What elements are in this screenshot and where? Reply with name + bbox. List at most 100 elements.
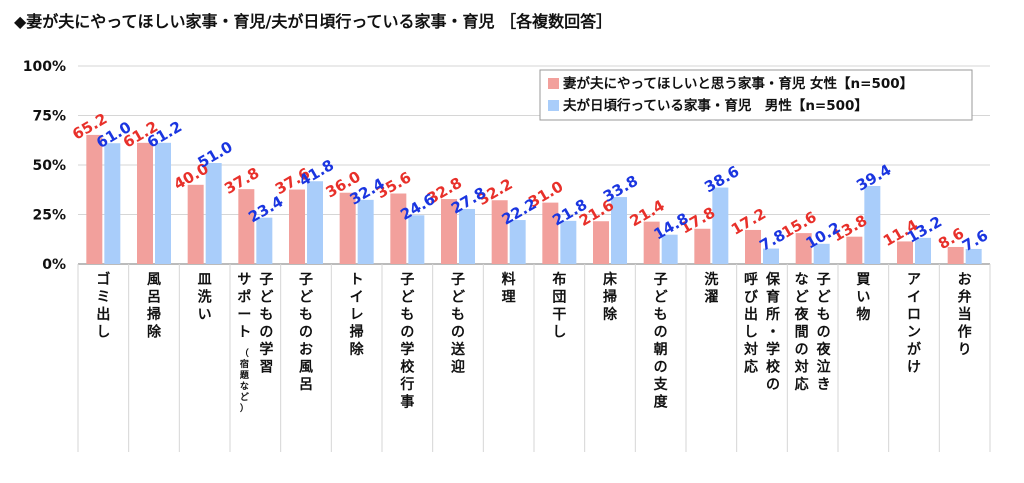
category-label: 学 xyxy=(400,341,414,358)
category-label: 呂 xyxy=(147,290,161,306)
category-label: 子 xyxy=(400,272,414,288)
bar-wife-wish xyxy=(339,192,356,264)
category-label: ア xyxy=(907,272,921,288)
bar-wife-wish xyxy=(643,221,660,264)
category-note: 題 xyxy=(240,370,250,381)
category-label: び xyxy=(744,290,759,306)
category-label: の xyxy=(299,325,313,341)
bar-wife-wish xyxy=(137,142,153,264)
category-label: 学 xyxy=(259,341,273,358)
category-label: 掃 xyxy=(350,324,364,341)
bar-husband-does xyxy=(965,248,982,264)
category-label: 除 xyxy=(603,306,618,323)
bar-wife-wish xyxy=(542,202,559,264)
bar-husband-does xyxy=(813,243,830,264)
category-note: ど xyxy=(240,391,249,403)
category-note: ） xyxy=(240,403,249,414)
category-label: 床 xyxy=(603,271,618,288)
category-label: ト xyxy=(350,272,364,288)
category-label: い xyxy=(856,290,870,306)
category-note: 宿 xyxy=(240,358,249,370)
category-label: ど xyxy=(259,290,273,306)
category-label: ど xyxy=(299,290,313,306)
category-label: も xyxy=(299,307,313,323)
category-label: 作 xyxy=(958,324,972,341)
legend-entry: 妻が夫にやってほしいと思う家事・育児 女性【n=500】 xyxy=(563,75,913,92)
y-tick-label: 100% xyxy=(23,59,66,75)
category-label: 事 xyxy=(400,394,414,411)
category-label: 買 xyxy=(856,272,871,288)
y-tick-label: 50% xyxy=(32,158,66,174)
category-label: ・ xyxy=(766,325,780,341)
category-label: 布 xyxy=(552,271,566,288)
category-label: も xyxy=(451,307,465,323)
category-label: レ xyxy=(350,307,364,323)
category-label: 洗 xyxy=(198,289,212,306)
bar-husband-does xyxy=(712,187,729,264)
category-label: の xyxy=(400,325,414,341)
bar-wife-wish xyxy=(491,200,508,264)
bar-husband-does xyxy=(357,199,374,264)
category-label: ト xyxy=(237,325,251,341)
bar-husband-does xyxy=(915,237,931,264)
bar-wife-wish xyxy=(289,189,305,264)
bar-wife-wish xyxy=(694,228,711,264)
category-label: ロ xyxy=(907,307,921,323)
y-tick-label: 75% xyxy=(32,109,66,125)
bar-husband-does xyxy=(104,143,121,264)
category-label: き xyxy=(817,377,831,393)
category-label: 応 xyxy=(795,376,809,393)
bar-wife-wish xyxy=(795,233,812,264)
category-label: の xyxy=(654,360,668,376)
category-label: の xyxy=(817,325,831,341)
bar-husband-does xyxy=(307,181,323,264)
category-note: （ xyxy=(240,348,249,359)
category-label: イ xyxy=(350,290,364,306)
legend-swatch xyxy=(548,78,559,89)
y-tick-label: 25% xyxy=(32,208,66,224)
category-label: ど xyxy=(400,290,414,306)
category-label: 夜 xyxy=(816,341,832,358)
category-label: も xyxy=(259,307,273,323)
category-label: 子 xyxy=(451,272,465,288)
bar-wife-wish xyxy=(86,134,103,264)
bar-husband-does xyxy=(256,217,273,264)
chart-title: ◆妻が夫にやってほしい家事・育児/夫が日頃行っている家事・育児 ［各複数回答］ xyxy=(14,12,613,31)
category-label: ど xyxy=(795,290,809,306)
category-label: ど xyxy=(654,290,668,306)
category-label: 当 xyxy=(958,306,972,323)
category-label: 出 xyxy=(96,306,110,323)
category-labels: ゴミ出し風呂掃除皿洗いサポート（宿題など）子どもの学習子どものお風呂トイレ掃除子… xyxy=(96,271,971,414)
legend-swatch xyxy=(548,100,559,111)
category-label: 呼 xyxy=(744,271,758,288)
bar-husband-does xyxy=(611,197,627,264)
category-label: 学 xyxy=(766,341,780,358)
legend-box xyxy=(539,69,973,121)
category-label: ン xyxy=(907,325,921,341)
category-label: 支 xyxy=(653,376,669,393)
category-label: 除 xyxy=(147,324,162,341)
category-label: も xyxy=(817,307,831,323)
category-label: 子 xyxy=(299,272,313,288)
category-label: け xyxy=(907,360,921,376)
category-label: 応 xyxy=(744,359,758,376)
category-label: ど xyxy=(451,290,465,306)
category-label: 皿 xyxy=(198,272,212,288)
category-label: な xyxy=(795,272,809,288)
bar-husband-does xyxy=(459,208,475,264)
category-label: 迎 xyxy=(451,359,465,376)
category-label: 弁 xyxy=(958,289,972,306)
bar-wife-wish xyxy=(846,236,863,264)
category-label: の xyxy=(451,325,465,341)
category-label: 料 xyxy=(502,271,516,288)
category-label: 掃 xyxy=(147,306,161,323)
category-label: の xyxy=(259,325,273,341)
category-label: ー xyxy=(237,307,251,323)
category-label: 行 xyxy=(399,376,414,393)
category-label: イ xyxy=(907,290,921,306)
bar-husband-does xyxy=(560,220,577,264)
category-label: 物 xyxy=(856,306,870,323)
y-axis: 0% 25% 50% 75% 100% xyxy=(23,59,66,273)
category-label: し xyxy=(552,325,566,341)
